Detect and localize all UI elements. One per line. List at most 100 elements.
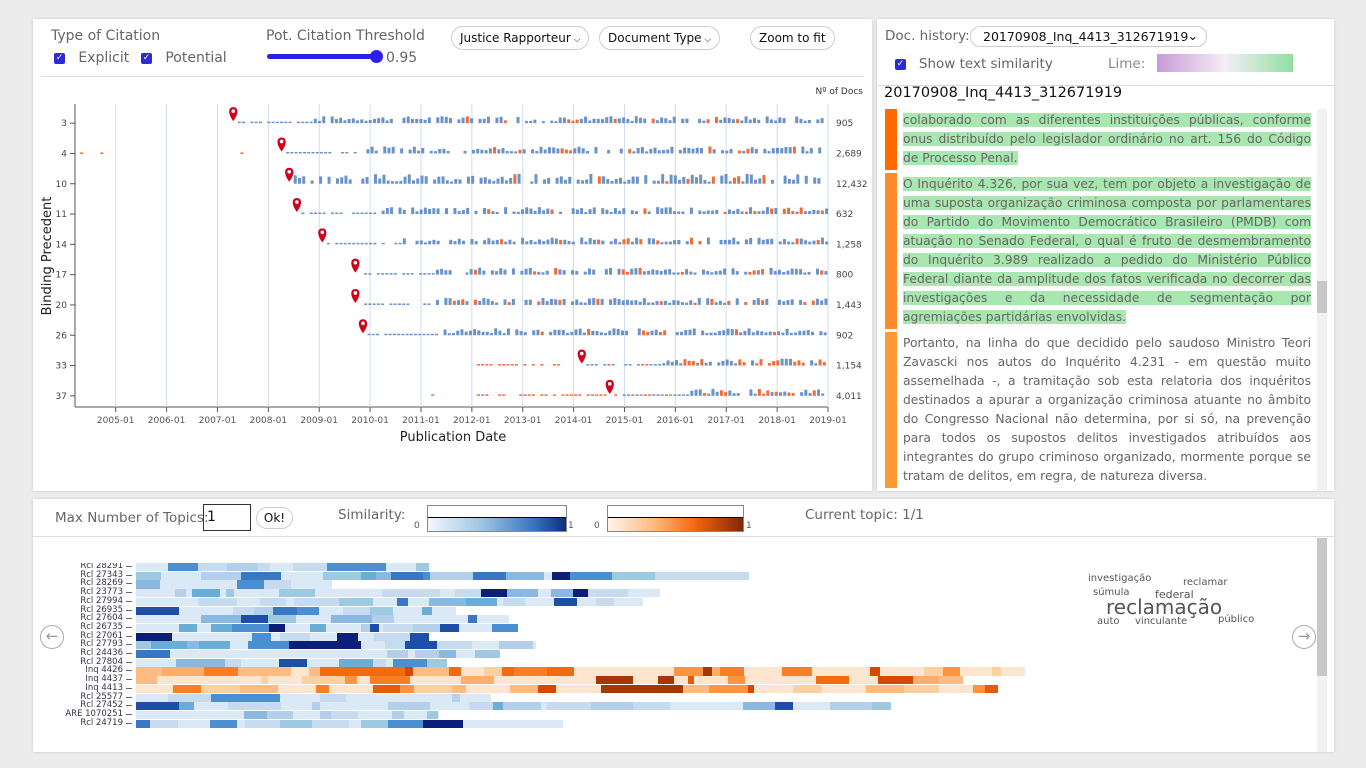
heatmap-row[interactable]: [136, 650, 501, 659]
citation-bar[interactable]: [594, 364, 598, 366]
citation-bar[interactable]: [412, 146, 416, 154]
citation-bar[interactable]: [523, 332, 527, 336]
citation-bar[interactable]: [364, 273, 368, 275]
heatmap-cell[interactable]: [345, 676, 358, 685]
heatmap-cell[interactable]: [157, 597, 198, 606]
heatmap-cell[interactable]: [369, 563, 387, 572]
citation-bar[interactable]: [689, 207, 693, 215]
heatmap-cell[interactable]: [574, 667, 591, 676]
citation-bar[interactable]: [604, 332, 608, 336]
heatmap-cell[interactable]: [702, 667, 713, 676]
citation-bar[interactable]: [765, 116, 769, 124]
citation-bar[interactable]: [554, 238, 558, 245]
heatmap-cell[interactable]: [744, 676, 776, 685]
citation-bar[interactable]: [808, 393, 812, 396]
citation-bar[interactable]: [340, 177, 344, 184]
citation-bar[interactable]: [493, 147, 497, 154]
citation-bar[interactable]: [445, 180, 449, 184]
citation-bar[interactable]: [625, 271, 629, 275]
citation-bar[interactable]: [614, 238, 618, 245]
citation-bar[interactable]: [619, 148, 623, 154]
citation-bar[interactable]: [533, 271, 537, 275]
citation-bar[interactable]: [303, 151, 307, 154]
citation-bar[interactable]: [635, 237, 639, 245]
citation-bar[interactable]: [541, 272, 545, 275]
heatmap-cell[interactable]: [302, 676, 346, 685]
heatmap-row[interactable]: [136, 589, 661, 598]
citation-bar[interactable]: [397, 333, 401, 336]
heatmap-cell[interactable]: [792, 702, 830, 711]
citation-bar[interactable]: [721, 150, 725, 154]
heatmap-cell[interactable]: [404, 667, 413, 676]
heatmap-cell[interactable]: [269, 623, 285, 633]
citation-bar[interactable]: [609, 211, 613, 215]
citation-bar[interactable]: [398, 207, 402, 215]
citation-bar[interactable]: [694, 177, 698, 184]
heatmap-cell[interactable]: [308, 667, 320, 676]
citation-bar[interactable]: [696, 362, 700, 366]
citation-bar[interactable]: [628, 364, 632, 366]
citation-bar[interactable]: [673, 175, 677, 184]
citation-bar[interactable]: [621, 269, 625, 275]
citation-bar[interactable]: [328, 151, 332, 154]
citation-bar[interactable]: [725, 359, 729, 366]
citation-bar[interactable]: [698, 389, 702, 396]
heatmap-cell[interactable]: [439, 693, 453, 702]
citation-bar[interactable]: [496, 178, 500, 184]
citation-bar[interactable]: [524, 299, 528, 305]
citation-bar[interactable]: [715, 209, 719, 215]
word-cloud-term[interactable]: vinculante: [1135, 616, 1188, 627]
heatmap-cell[interactable]: [775, 676, 796, 685]
heatmap-cell[interactable]: [297, 606, 320, 615]
citation-bar[interactable]: [457, 238, 461, 245]
citation-bar[interactable]: [668, 302, 672, 305]
heatmap-cell[interactable]: [903, 684, 939, 693]
heatmap-cell[interactable]: [912, 676, 940, 685]
citation-bar[interactable]: [761, 239, 765, 245]
citation-bar[interactable]: [595, 330, 599, 336]
citation-bar[interactable]: [339, 212, 343, 215]
citation-bar[interactable]: [441, 176, 445, 184]
citation-bar[interactable]: [427, 273, 431, 275]
citation-bar[interactable]: [761, 269, 765, 275]
citation-bar[interactable]: [763, 148, 767, 154]
citation-bar[interactable]: [691, 148, 695, 154]
citation-bar[interactable]: [100, 152, 104, 154]
citation-bar[interactable]: [584, 212, 588, 215]
citation-bar[interactable]: [781, 332, 785, 336]
citation-bar[interactable]: [639, 239, 643, 245]
heatmap-cell[interactable]: [978, 684, 986, 693]
citation-bar[interactable]: [485, 394, 489, 396]
citation-bar[interactable]: [812, 209, 816, 215]
citation-bar[interactable]: [466, 207, 470, 215]
citation-bar[interactable]: [749, 207, 753, 215]
heatmap-cell[interactable]: [595, 676, 634, 685]
heatmap-cell[interactable]: [669, 702, 708, 711]
heatmap-cell[interactable]: [234, 589, 243, 598]
citation-bar[interactable]: [554, 121, 558, 124]
citation-bar[interactable]: [751, 332, 755, 336]
heatmap-cell[interactable]: [160, 719, 179, 728]
heatmap-cell[interactable]: [239, 684, 278, 693]
heatmap-cell[interactable]: [547, 702, 592, 711]
citation-bar[interactable]: [789, 332, 793, 336]
citation-bar[interactable]: [776, 360, 780, 366]
citation-bar[interactable]: [687, 147, 691, 154]
citation-bar[interactable]: [575, 209, 579, 215]
citation-bar[interactable]: [761, 210, 765, 215]
heatmap-cell[interactable]: [269, 563, 293, 572]
heatmap-cell[interactable]: [278, 658, 308, 667]
heatmap-cell[interactable]: [375, 571, 392, 580]
heatmap-cell[interactable]: [248, 658, 279, 667]
heatmap-cell[interactable]: [381, 589, 407, 598]
citation-bar[interactable]: [756, 330, 760, 336]
citation-bar[interactable]: [506, 328, 510, 336]
heatmap-cell[interactable]: [286, 597, 295, 606]
heatmap-cell[interactable]: [267, 710, 293, 720]
citation-bar[interactable]: [284, 121, 288, 124]
citation-bar[interactable]: [618, 177, 622, 184]
heatmap-cell[interactable]: [830, 702, 838, 711]
heatmap-cell[interactable]: [342, 606, 370, 615]
citation-bar[interactable]: [820, 300, 824, 305]
heatmap-row[interactable]: [136, 693, 492, 702]
